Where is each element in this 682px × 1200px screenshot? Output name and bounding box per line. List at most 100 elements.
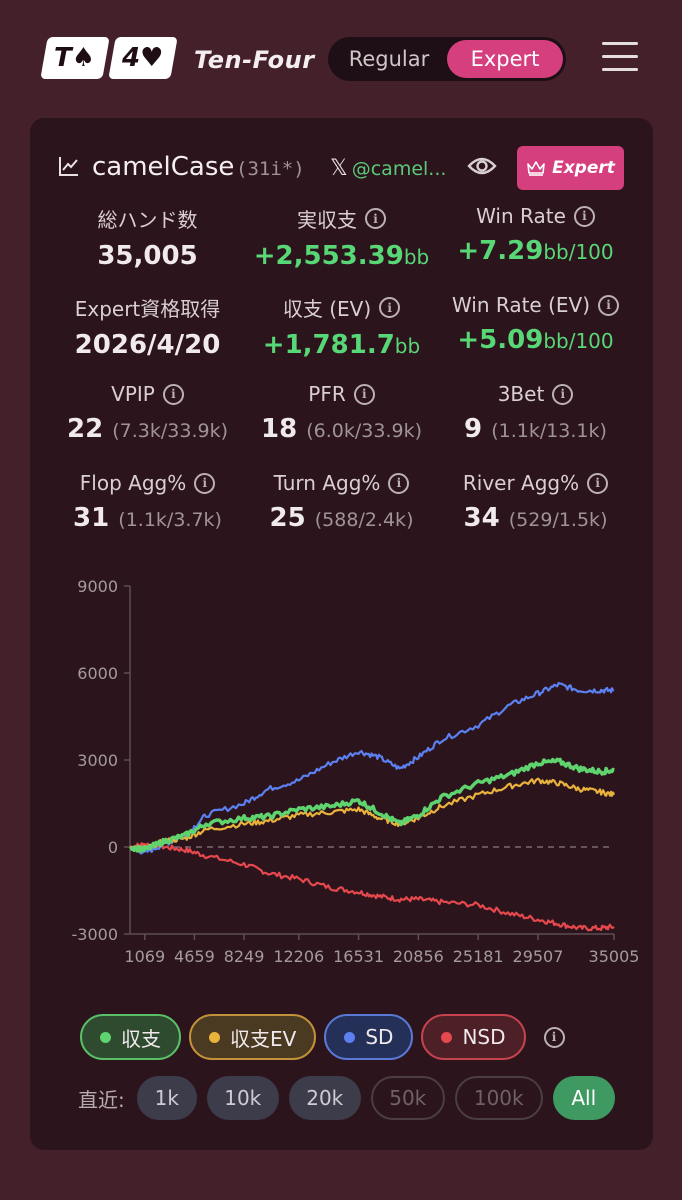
- legend-dot: [344, 1031, 356, 1043]
- stat-profit-ev: 収支 (EV) i +1,781.7bb: [238, 293, 445, 360]
- profile-row: camelCase (31i*) 𝕏 @camel... Expert: [30, 146, 653, 198]
- username: camelCase: [92, 152, 235, 182]
- x-tick-label: 35005: [589, 947, 640, 966]
- legend-label: 収支: [121, 1026, 161, 1051]
- logo-card-label: T♠: [54, 43, 96, 73]
- legend-sd-toggle[interactable]: SD: [324, 1014, 414, 1060]
- info-icon[interactable]: i: [573, 205, 595, 227]
- stat-value: +7.29: [457, 236, 544, 266]
- range-50k-button[interactable]: 50k: [370, 1076, 445, 1120]
- info-icon[interactable]: i: [379, 297, 401, 318]
- x-tick-label: 25181: [453, 947, 504, 966]
- mode-expert-button[interactable]: Expert: [447, 40, 563, 78]
- stat-value: 34: [463, 503, 500, 533]
- hamburger-menu-icon[interactable]: [602, 42, 638, 74]
- stat-detail: (6.0k/33.9k): [306, 420, 422, 442]
- info-icon[interactable]: i: [598, 294, 620, 316]
- stat-detail: (1.1k/3.7k): [118, 509, 222, 531]
- player-code: (31i*): [236, 158, 305, 180]
- trend-chart-icon: [59, 157, 78, 176]
- series-line-NSD: [129, 842, 615, 932]
- legend-label: NSD: [462, 1025, 506, 1049]
- logo-card-label: 4♥: [122, 43, 164, 73]
- logo-card-ten-spade: T♠: [40, 37, 110, 79]
- legend-profit-ev-toggle[interactable]: 収支EV: [189, 1014, 317, 1060]
- stat-expert-date: Expert資格取得 2026/4/20: [44, 293, 251, 360]
- legend-dot: [209, 1031, 220, 1043]
- info-icon[interactable]: i: [194, 472, 216, 494]
- stat-value: +1,781.7: [262, 330, 395, 360]
- stat-label: 3Bet: [497, 382, 545, 406]
- stat-label: 実収支: [297, 208, 357, 232]
- info-icon[interactable]: i: [587, 472, 609, 494]
- y-tick-label: 0: [108, 838, 118, 857]
- stat-detail: (588/2.4k): [314, 509, 414, 531]
- x-tick-label: 8249: [224, 947, 265, 966]
- info-icon[interactable]: i: [388, 472, 410, 494]
- stat-detail: (529/1.5k): [508, 509, 608, 531]
- legend-profit-toggle[interactable]: 収支: [80, 1014, 181, 1060]
- stat-label: Expert資格取得: [74, 297, 221, 321]
- info-icon[interactable]: i: [353, 383, 375, 405]
- logo[interactable]: T♠ 4♥: [40, 37, 178, 79]
- brand-name: Ten-Four: [194, 46, 315, 74]
- legend-dot: [441, 1031, 453, 1043]
- x-profile-link[interactable]: 𝕏 @camel...: [330, 156, 446, 181]
- chart-legend: 収支 収支EV SD NSD i: [80, 1014, 565, 1060]
- app-header: T♠ 4♥ Ten-Four Regular Expert: [0, 0, 682, 118]
- stat-label: Win Rate (EV): [451, 293, 591, 317]
- stat-turn-agg: Turn Agg% i 25 (588/2.4k): [238, 471, 445, 533]
- stat-unit: bb: [394, 334, 421, 358]
- info-icon[interactable]: i: [552, 383, 574, 405]
- stat-detail: (7.3k/33.9k): [112, 420, 228, 442]
- player-stats-card: camelCase (31i*) 𝕏 @camel... Expert 総ハンド…: [30, 118, 653, 1150]
- stat-label: 総ハンド数: [97, 208, 198, 232]
- stat-unit: bb/100: [543, 329, 614, 353]
- range-1k-button[interactable]: 1k: [136, 1076, 197, 1120]
- stat-value: 18: [260, 414, 298, 444]
- x-handle: @camel...: [351, 157, 447, 180]
- stat-win-rate-ev: Win Rate (EV) i +5.09bb/100: [432, 293, 639, 355]
- x-tick-label: 20856: [393, 947, 444, 966]
- x-tick-label: 1069: [124, 947, 165, 966]
- legend-dot: [100, 1031, 111, 1043]
- y-tick-label: 6000: [77, 664, 118, 683]
- legend-label: SD: [365, 1025, 394, 1049]
- y-tick-label: 3000: [77, 751, 118, 770]
- range-all-button[interactable]: All: [552, 1076, 615, 1120]
- info-icon[interactable]: i: [365, 208, 386, 229]
- stat-label: Flop Agg%: [79, 471, 187, 495]
- series-line-収支: [129, 757, 616, 853]
- stat-actual-profit: 実収支 i +2,553.39bb: [238, 204, 445, 271]
- stat-label: Win Rate: [476, 204, 566, 228]
- x-tick-label: 12206: [273, 947, 324, 966]
- info-icon[interactable]: i: [162, 383, 184, 405]
- eye-icon[interactable]: [467, 154, 497, 178]
- mode-toggle: Regular Expert: [328, 37, 566, 81]
- stat-value: +2,553.39: [253, 241, 404, 271]
- stat-value: 31: [73, 503, 110, 533]
- stat-value: 35,005: [97, 241, 198, 271]
- legend-nsd-toggle[interactable]: NSD: [421, 1014, 526, 1060]
- stat-detail: (1.1k/13.1k): [491, 420, 607, 442]
- info-icon[interactable]: i: [543, 1026, 565, 1048]
- stat-label: Turn Agg%: [273, 471, 381, 495]
- stat-label: River Agg%: [462, 471, 580, 495]
- stat-value: 25: [269, 503, 306, 533]
- range-20k-button[interactable]: 20k: [288, 1076, 361, 1120]
- expert-badge-label: Expert: [552, 158, 615, 178]
- range-100k-button[interactable]: 100k: [454, 1076, 543, 1120]
- stat-unit: bb/100: [543, 240, 614, 264]
- logo-card-four-heart: 4♥: [108, 37, 178, 79]
- x-logo-icon: 𝕏: [330, 156, 348, 181]
- profit-chart: 9000 6000 3000 0 -3000 1069 4659 8249 12206 16531…: [72, 577, 640, 966]
- stat-unit: bb: [403, 245, 430, 269]
- legend-label: 収支EV: [230, 1026, 297, 1051]
- stat-value: 9: [464, 414, 483, 444]
- stat-pfr: PFR i 18 (6.0k/33.9k): [238, 382, 445, 444]
- mode-regular-button[interactable]: Regular: [348, 47, 430, 71]
- range-10k-button[interactable]: 10k: [206, 1076, 279, 1120]
- stat-vpip: VPIP i 22 (7.3k/33.9k): [44, 382, 251, 444]
- stat-value: +5.09: [457, 325, 544, 355]
- stat-label: VPIP: [111, 382, 155, 406]
